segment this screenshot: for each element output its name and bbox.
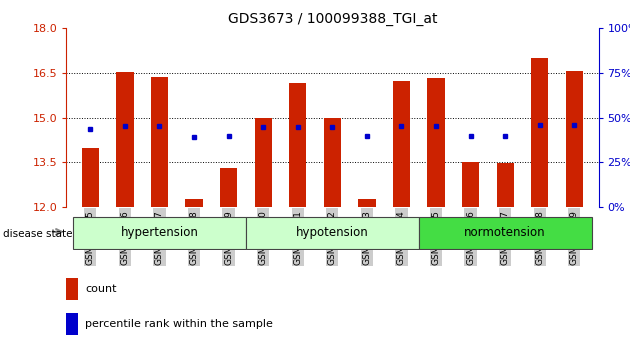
Bar: [289, 83, 306, 207]
Text: hypotension: hypotension: [296, 226, 369, 239]
Text: percentile rank within the sample: percentile rank within the sample: [85, 319, 273, 329]
Bar: [393, 81, 410, 207]
Bar: [66, 313, 78, 335]
Bar: [151, 76, 168, 207]
FancyBboxPatch shape: [73, 217, 246, 249]
Text: hypertension: hypertension: [120, 226, 198, 239]
Text: count: count: [85, 284, 117, 294]
Bar: [462, 162, 479, 207]
FancyBboxPatch shape: [246, 217, 419, 249]
Bar: [220, 168, 238, 207]
Text: disease state: disease state: [3, 229, 72, 239]
Bar: [66, 278, 78, 300]
Bar: [566, 71, 583, 207]
Bar: [255, 118, 272, 207]
Bar: [358, 199, 375, 207]
Text: normotension: normotension: [464, 226, 546, 239]
Bar: [531, 58, 548, 207]
Bar: [427, 78, 445, 207]
Bar: [117, 73, 134, 207]
Bar: [185, 199, 203, 207]
Title: GDS3673 / 100099388_TGI_at: GDS3673 / 100099388_TGI_at: [227, 12, 437, 26]
FancyBboxPatch shape: [419, 217, 592, 249]
Bar: [82, 148, 99, 207]
Bar: [496, 163, 514, 207]
Bar: [324, 118, 341, 207]
